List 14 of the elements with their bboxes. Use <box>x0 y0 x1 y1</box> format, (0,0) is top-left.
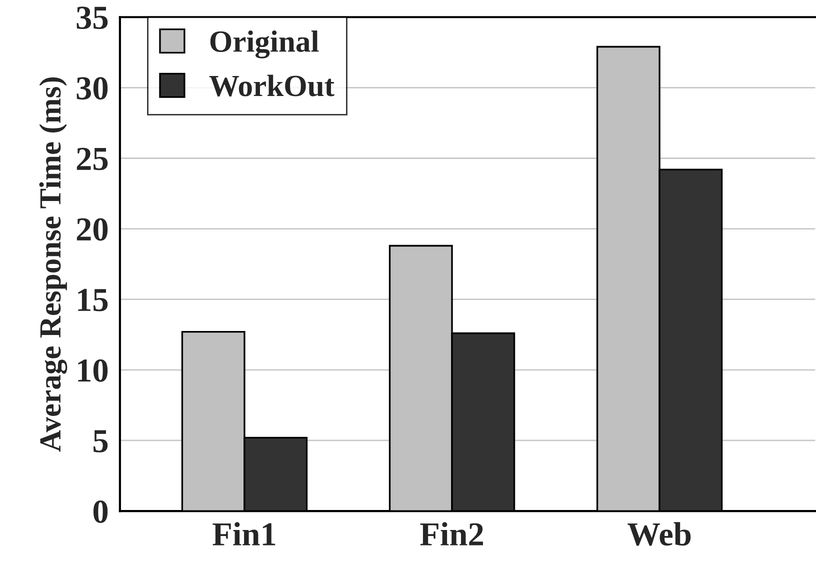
y-tick-label: 20 <box>76 218 108 241</box>
x-tick-label: Fin2 <box>420 522 483 546</box>
x-tick-label: Fin1 <box>212 522 276 546</box>
y-tick-label: 25 <box>76 148 108 170</box>
x-tick-label: Web <box>628 522 691 546</box>
legend-label: WorkOut <box>209 74 334 96</box>
legend-label: Original <box>210 30 319 58</box>
y-tick-label: 10 <box>78 359 108 382</box>
y-axis-title: Average Response Time (ms) <box>39 77 68 452</box>
y-tick-label: 35 <box>76 6 108 30</box>
y-tick-label: 15 <box>78 288 108 312</box>
y-tick-label: 5 <box>94 430 108 452</box>
y-tick-label: 0 <box>93 500 108 523</box>
y-tick-label: 30 <box>76 77 108 100</box>
